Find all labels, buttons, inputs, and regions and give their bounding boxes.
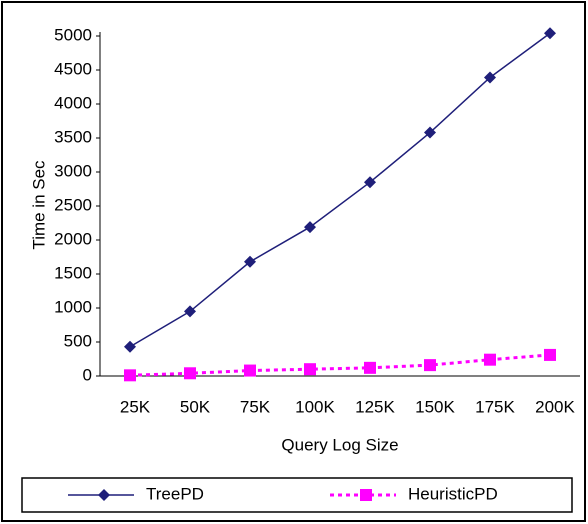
data-point (424, 359, 436, 372)
y-tick-label: 500 (64, 331, 92, 350)
data-point (304, 221, 316, 234)
data-point (364, 176, 376, 189)
y-tick-label: 3000 (54, 161, 92, 180)
x-tick-label: 125K (355, 397, 395, 416)
data-point (244, 364, 256, 377)
y-axis-title: Time in Sec (29, 160, 48, 250)
y-tick-label: 0 (83, 365, 92, 384)
data-point (124, 369, 136, 382)
x-tick-label: 75K (240, 397, 271, 416)
x-tick-label: 175K (475, 397, 515, 416)
legend-label: HeuristicPD (408, 484, 498, 503)
legend-label: TreePD (146, 484, 204, 503)
y-tick-label: 5000 (54, 25, 92, 44)
x-tick-label: 25K (120, 397, 151, 416)
x-tick-label: 150K (415, 397, 455, 416)
data-point (544, 348, 556, 361)
y-tick-label: 2500 (54, 195, 92, 214)
data-point (304, 363, 316, 376)
y-tick-label: 1000 (54, 297, 92, 316)
y-tick-label: 2000 (54, 229, 92, 248)
data-point (244, 255, 256, 268)
data-point (124, 340, 136, 353)
data-point (364, 361, 376, 374)
y-tick-label: 1500 (54, 263, 92, 282)
y-tick-label: 3500 (54, 127, 92, 146)
data-point (424, 126, 436, 139)
data-point (484, 353, 496, 366)
y-tick-label: 4500 (54, 59, 92, 78)
legend-marker (98, 489, 110, 501)
y-tick-label: 4000 (54, 93, 92, 112)
legend-box (21, 477, 573, 513)
legend-marker (360, 489, 372, 501)
series-line (129, 32, 551, 348)
x-axis-title: Query Log Size (281, 435, 398, 454)
data-point (184, 367, 196, 380)
data-point (184, 305, 196, 318)
x-tick-label: 50K (180, 397, 211, 416)
data-point (484, 71, 496, 84)
x-tick-label: 100K (295, 397, 335, 416)
data-point (544, 27, 556, 40)
x-tick-label: 200K (535, 397, 575, 416)
series-line (129, 353, 551, 377)
